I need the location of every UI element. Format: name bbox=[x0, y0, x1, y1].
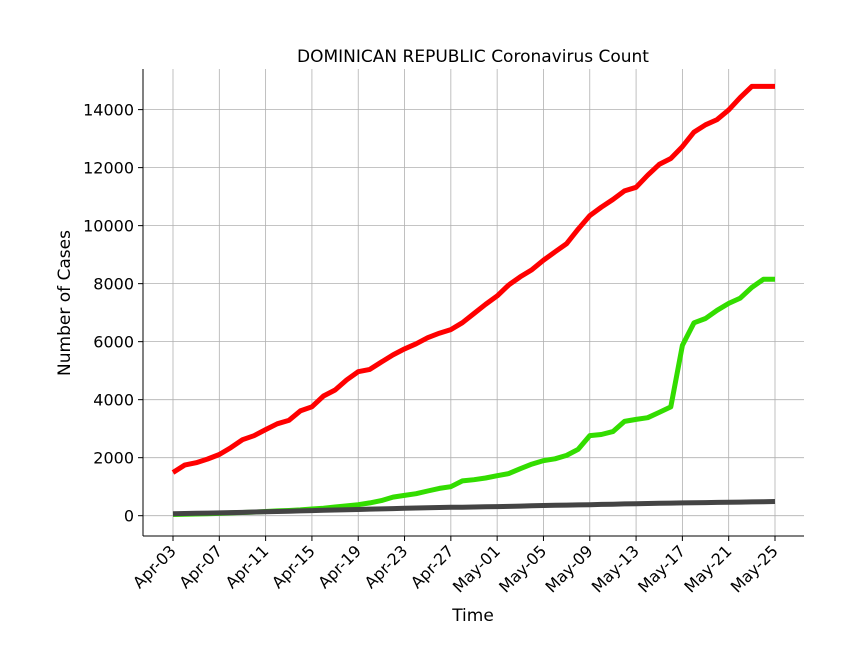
axes bbox=[142, 69, 804, 537]
y-tick-label: 0 bbox=[124, 507, 134, 526]
chart-title: DOMINICAN REPUBLIC Coronavirus Count bbox=[297, 47, 649, 67]
x-tick-label: May-21 bbox=[680, 541, 735, 596]
x-tick-label: Apr-03 bbox=[129, 541, 180, 592]
y-tick-label: 14000 bbox=[83, 101, 134, 120]
x-tick-label: May-05 bbox=[495, 541, 550, 596]
x-tick-label: Apr-19 bbox=[314, 541, 365, 592]
x-tick-label: Apr-15 bbox=[268, 541, 319, 592]
series-layer bbox=[171, 83, 776, 517]
x-tick-label: Apr-23 bbox=[361, 541, 412, 592]
x-tick-label: May-13 bbox=[588, 541, 643, 596]
y-tick-label: 8000 bbox=[93, 275, 134, 294]
x-tick-label: Apr-07 bbox=[175, 541, 226, 592]
x-tick-label: May-25 bbox=[727, 541, 782, 596]
grid-lines bbox=[143, 69, 804, 536]
y-tick-label: 10000 bbox=[83, 217, 134, 236]
y-tick-label: 4000 bbox=[93, 391, 134, 410]
x-tick-label: May-01 bbox=[449, 541, 504, 596]
tick-labels: Apr-03Apr-07Apr-11Apr-15Apr-19Apr-23Apr-… bbox=[83, 101, 782, 597]
x-tick-label: May-09 bbox=[541, 541, 596, 596]
series-line-3 bbox=[172, 499, 776, 517]
series-line-1 bbox=[171, 83, 775, 475]
y-axis-title: Number of Cases bbox=[55, 230, 75, 376]
y-tick-label: 12000 bbox=[83, 159, 134, 178]
x-tick-label: May-17 bbox=[634, 541, 689, 596]
y-tick-label: 6000 bbox=[93, 333, 134, 352]
y-tick-label: 2000 bbox=[93, 449, 134, 468]
tick-marks bbox=[138, 109, 776, 541]
x-tick-label: Apr-11 bbox=[222, 541, 273, 592]
x-axis-title: Time bbox=[451, 606, 494, 626]
